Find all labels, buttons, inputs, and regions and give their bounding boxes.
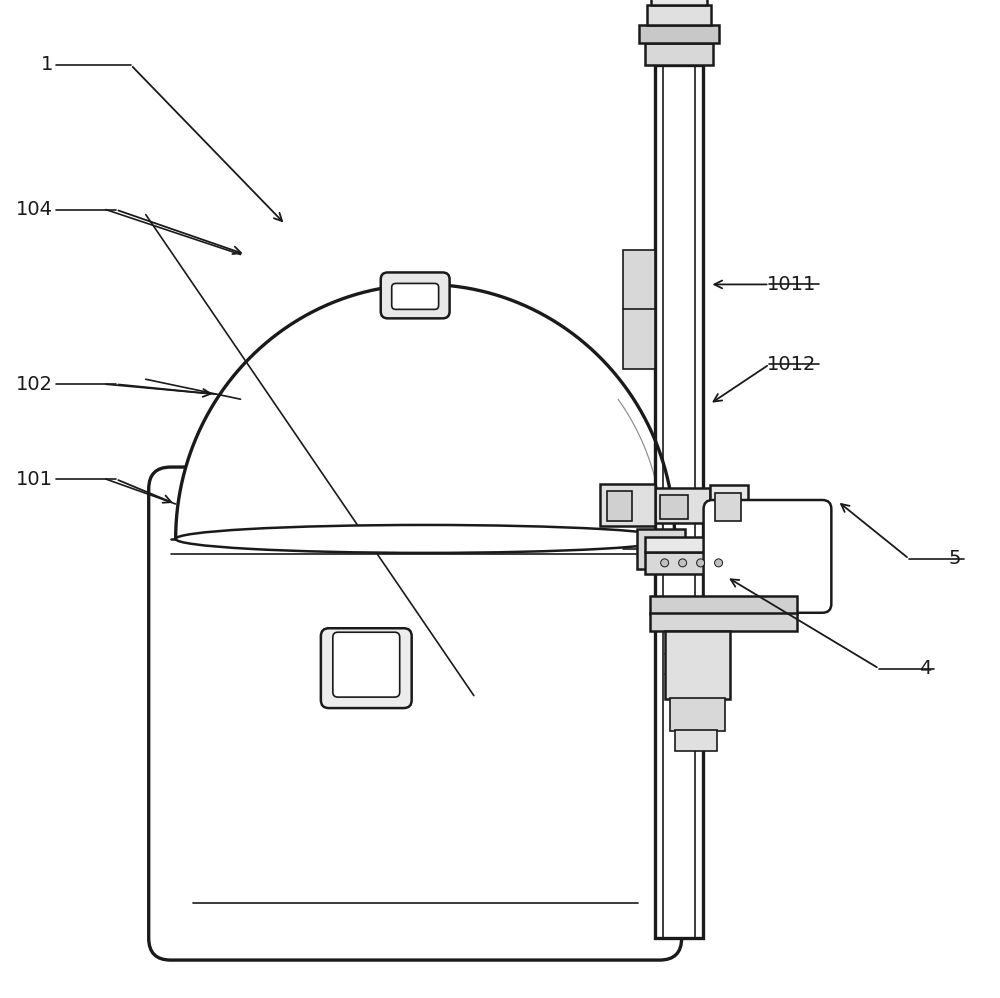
Text: 102: 102: [16, 374, 53, 394]
Bar: [607, 491, 632, 521]
Text: 1011: 1011: [767, 274, 816, 294]
FancyBboxPatch shape: [333, 633, 400, 697]
Bar: [650, 613, 797, 631]
Circle shape: [715, 559, 723, 567]
Bar: [665, 631, 730, 699]
Circle shape: [661, 559, 669, 567]
Bar: [660, 495, 688, 519]
Text: 1012: 1012: [767, 354, 816, 374]
FancyBboxPatch shape: [149, 467, 682, 960]
Ellipse shape: [176, 525, 675, 553]
Bar: [655, 65, 703, 938]
Text: 4: 4: [919, 659, 931, 679]
FancyBboxPatch shape: [704, 500, 831, 613]
Bar: [639, 25, 719, 43]
Bar: [645, 43, 713, 65]
Bar: [645, 552, 787, 574]
FancyBboxPatch shape: [321, 629, 412, 709]
Polygon shape: [176, 284, 675, 539]
Text: 5: 5: [949, 549, 961, 569]
Text: 101: 101: [16, 469, 53, 489]
Bar: [623, 250, 655, 369]
Bar: [637, 529, 685, 569]
Bar: [675, 730, 717, 751]
Bar: [600, 484, 655, 526]
Bar: [710, 485, 748, 527]
Bar: [715, 493, 741, 521]
Bar: [645, 537, 767, 552]
Bar: [650, 596, 797, 614]
Bar: [647, 5, 711, 25]
Circle shape: [697, 559, 705, 567]
Text: 1: 1: [41, 55, 53, 75]
Text: 104: 104: [16, 200, 53, 220]
Circle shape: [679, 559, 687, 567]
Bar: [651, 0, 707, 5]
FancyBboxPatch shape: [381, 272, 450, 318]
Bar: [670, 698, 725, 731]
FancyBboxPatch shape: [392, 283, 439, 309]
Bar: [655, 488, 710, 523]
